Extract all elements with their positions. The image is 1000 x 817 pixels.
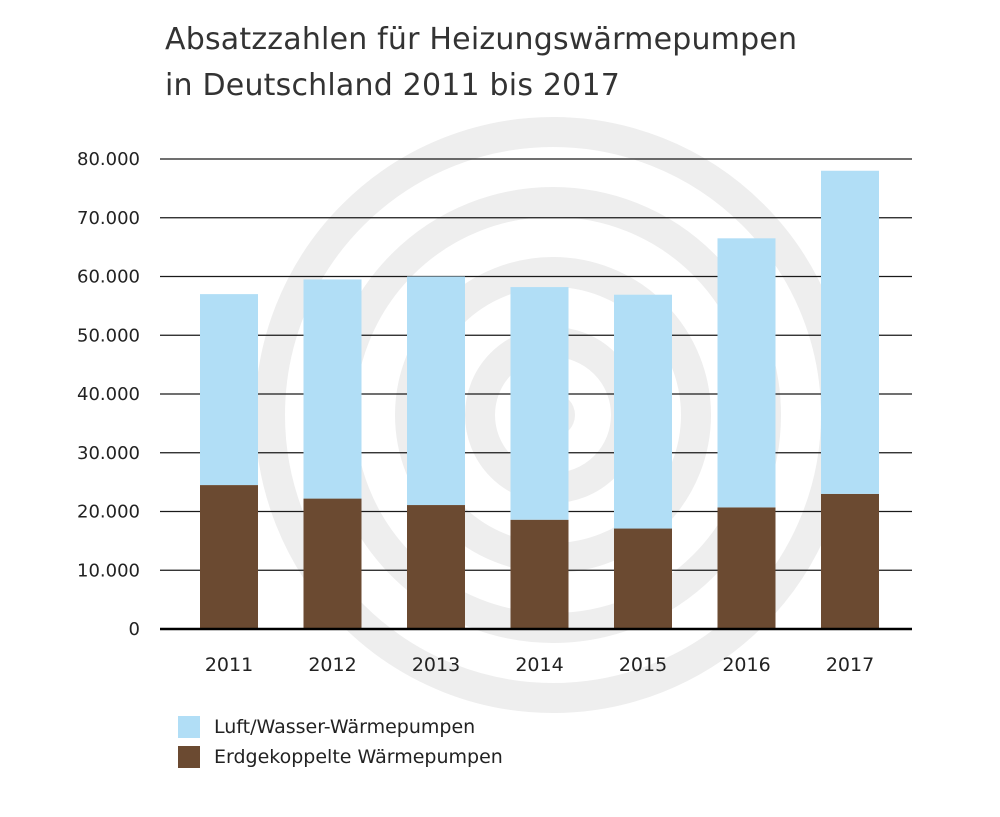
bar-erdgekoppelt-2017 — [821, 493, 879, 629]
y-tick-label: 0 — [129, 619, 140, 640]
bar-luft-wasser-2013 — [407, 276, 465, 506]
x-tick-label: 2016 — [722, 654, 770, 676]
y-tick-label: 20.000 — [77, 502, 140, 523]
legend-swatch-luft-wasser — [178, 716, 200, 738]
bar-luft-wasser-2017 — [821, 170, 879, 494]
chart-title-line-1: Absatzzahlen für Heizungswärmepumpen — [165, 22, 798, 57]
bar-erdgekoppelt-2012 — [303, 498, 362, 629]
bar-luft-wasser-2015 — [614, 294, 672, 529]
y-tick-label: 40.000 — [77, 384, 140, 405]
legend-swatch-erdgekoppelt — [178, 746, 200, 768]
x-tick-label: 2013 — [412, 654, 460, 676]
y-tick-label: 80.000 — [77, 149, 140, 170]
bar-erdgekoppelt-2013 — [407, 505, 465, 629]
legend-item-erdgekoppelt: Erdgekoppelte Wärmepumpen — [178, 744, 503, 770]
bars — [200, 170, 879, 629]
x-tick-label: 2014 — [515, 654, 563, 676]
y-tick-label: 50.000 — [77, 325, 140, 346]
bar-luft-wasser-2014 — [510, 287, 569, 520]
x-tick-label: 2012 — [308, 654, 356, 676]
x-tick-label: 2017 — [826, 654, 874, 676]
y-tick-label: 60.000 — [77, 267, 140, 288]
bar-luft-wasser-2012 — [303, 279, 362, 499]
legend-label-erdgekoppelt: Erdgekoppelte Wärmepumpen — [214, 746, 503, 768]
bar-erdgekoppelt-2016 — [717, 507, 776, 629]
y-tick-label: 30.000 — [77, 443, 140, 464]
axes: 0 10.000 20.000 30.000 40.000 50.000 60.000 70.… — [77, 149, 912, 676]
x-tick-label: 2011 — [205, 654, 253, 676]
legend-item-luft-wasser: Luft/Wasser-Wärmepumpen — [178, 714, 475, 740]
bar-erdgekoppelt-2015 — [614, 528, 672, 629]
y-tick-label: 70.000 — [77, 208, 140, 229]
bar-luft-wasser-2011 — [200, 294, 258, 486]
x-tick-label: 2015 — [619, 654, 667, 676]
bar-luft-wasser-2016 — [717, 238, 776, 508]
bar-erdgekoppelt-2014 — [510, 519, 569, 629]
bar-erdgekoppelt-2011 — [200, 485, 258, 629]
chart-title-line-2: in Deutschland 2011 bis 2017 — [165, 68, 621, 103]
legend-label-luft-wasser: Luft/Wasser-Wärmepumpen — [214, 716, 476, 738]
y-tick-label: 10.000 — [77, 560, 140, 581]
